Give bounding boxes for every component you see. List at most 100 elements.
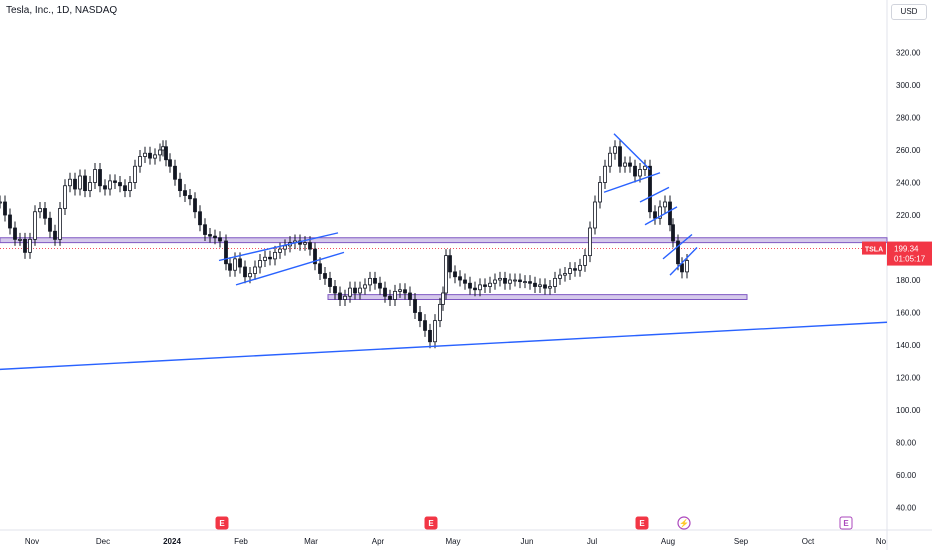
x-tick-label: Aug <box>661 537 675 546</box>
candle-body <box>153 154 157 159</box>
candle-body <box>553 277 557 287</box>
candle-body <box>98 169 102 187</box>
candle-body <box>483 284 487 287</box>
candle-body <box>518 279 522 283</box>
candle-body <box>188 195 192 200</box>
candle-body <box>13 227 17 240</box>
candle-body <box>623 162 627 167</box>
earnings-event-label: E <box>219 519 225 528</box>
candle-body <box>103 185 107 190</box>
x-tick-label: Mar <box>304 537 318 546</box>
candle-body <box>578 264 582 271</box>
candle-body <box>448 255 452 273</box>
candle-body <box>548 286 552 289</box>
candle-body <box>83 175 87 192</box>
y-tick-label: 120.00 <box>896 374 921 383</box>
candle-body <box>478 284 482 291</box>
x-tick-label: May <box>445 537 460 546</box>
candle-body <box>453 271 457 278</box>
candle-body <box>444 255 448 294</box>
candle-body <box>43 208 47 219</box>
candle-body <box>93 169 97 183</box>
candle-body <box>183 190 187 196</box>
candle-body <box>638 169 642 177</box>
x-tick-label: Dec <box>96 537 110 546</box>
candle-body <box>628 162 632 167</box>
candle-body <box>633 165 637 177</box>
x-tick-label: Jul <box>587 537 597 546</box>
candle-body <box>48 217 52 232</box>
trendline[interactable] <box>235 251 345 286</box>
candle-body <box>393 290 397 300</box>
candle-body <box>318 263 322 274</box>
earnings-event-icon[interactable] <box>635 516 649 530</box>
candle-body <box>428 329 432 343</box>
candle-body <box>253 266 257 274</box>
y-tick-label: 180.00 <box>896 276 921 285</box>
candle-body <box>161 146 165 151</box>
candle-body <box>473 287 477 291</box>
candle-body <box>58 208 62 240</box>
candle-body <box>308 242 312 250</box>
earnings-event-icon[interactable] <box>424 516 438 530</box>
candle-body <box>328 277 332 287</box>
earnings-event-icon[interactable] <box>839 516 853 530</box>
candle-body <box>258 260 262 268</box>
candle-body <box>278 248 282 253</box>
price-tag-countdown: 01:05:17 <box>894 255 926 264</box>
candle-body <box>403 289 407 294</box>
x-tick-label: Feb <box>234 537 248 546</box>
candle-body <box>243 266 247 278</box>
candle-body <box>583 255 587 266</box>
trendline[interactable] <box>218 232 339 262</box>
trendline[interactable] <box>603 172 661 193</box>
trendline[interactable] <box>662 233 693 260</box>
candle-body <box>263 256 267 261</box>
candle-body <box>648 165 652 213</box>
candle-body <box>3 201 7 216</box>
candle-body <box>63 185 67 209</box>
candle-body <box>113 180 117 183</box>
trendline[interactable] <box>639 186 670 203</box>
candle-body <box>368 277 372 286</box>
y-tick-label: 260.00 <box>896 146 921 155</box>
candle-body <box>438 303 442 322</box>
candle-body <box>118 182 122 187</box>
split-event-icon[interactable] <box>677 516 691 530</box>
candle-body <box>383 287 387 297</box>
price-tag <box>887 241 932 266</box>
candle-body <box>168 159 172 167</box>
candle-body <box>313 248 317 265</box>
candle-body <box>423 320 427 331</box>
candle-body <box>588 227 592 257</box>
candle-body <box>418 312 422 322</box>
candle-body <box>563 273 567 276</box>
candle-body <box>413 299 417 313</box>
support-zone[interactable] <box>327 294 748 300</box>
y-tick-label: 140.00 <box>896 341 921 350</box>
trendline[interactable] <box>0 321 888 371</box>
candle-body <box>680 263 684 273</box>
candle-body <box>488 282 492 287</box>
currency-button[interactable]: USD <box>891 4 927 20</box>
candle-body <box>198 211 202 226</box>
candle-body <box>508 279 512 284</box>
candle-body <box>558 274 562 279</box>
earnings-event-label: E <box>639 519 645 528</box>
candle-body <box>333 286 337 294</box>
candle-body <box>668 201 672 226</box>
candle-body <box>538 284 542 287</box>
candle-body <box>238 258 242 268</box>
support-zone[interactable] <box>0 237 888 244</box>
candle-body <box>123 185 127 192</box>
earnings-event-icon[interactable] <box>215 516 229 530</box>
candle-body <box>248 273 252 278</box>
candle-body <box>173 165 177 180</box>
trendline[interactable] <box>644 206 678 226</box>
candle-body <box>224 240 228 265</box>
trendline[interactable] <box>669 247 698 276</box>
trendline[interactable] <box>613 133 651 170</box>
candle-body <box>523 281 527 284</box>
candle-body <box>658 206 662 219</box>
